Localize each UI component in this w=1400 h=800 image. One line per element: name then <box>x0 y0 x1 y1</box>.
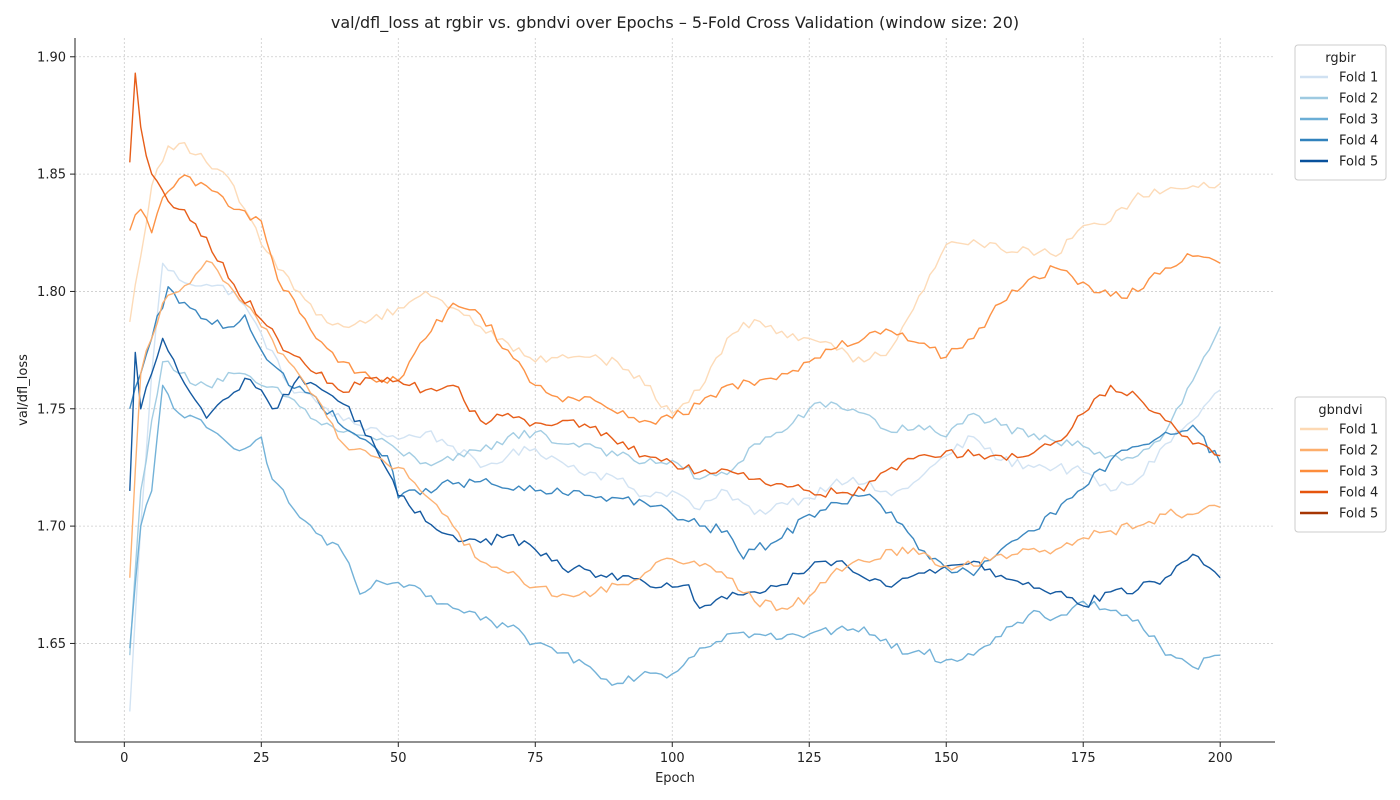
legend-label: Fold 3 <box>1339 465 1378 480</box>
x-axis-label: Epoch <box>655 771 695 786</box>
x-tick-label: 150 <box>934 751 959 766</box>
legend-label: Fold 5 <box>1339 507 1378 522</box>
legend: rgbir Fold 1 Fold 2 Fold 3 Fold 4 Fold 5 gbndv… <box>1294 44 1387 533</box>
y-axis-label: val/dfl_loss <box>16 354 31 426</box>
x-tick-label: 75 <box>527 751 544 766</box>
legend-label: Fold 2 <box>1339 92 1378 107</box>
x-tick-label: 0 <box>120 751 128 766</box>
legend-title-rgbir: rgbir <box>1325 51 1356 66</box>
x-tick-label: 175 <box>1071 751 1096 766</box>
series-line-rgbir-fold-1 <box>129 262 1221 712</box>
series-line-gbndvi-fold-2 <box>129 260 1221 612</box>
series-line-rgbir-fold-5 <box>129 337 1221 609</box>
series-line-rgbir-fold-3 <box>129 384 1221 686</box>
x-tick-label: 50 <box>390 751 407 766</box>
legend-label: Fold 2 <box>1339 444 1378 459</box>
data-series <box>129 72 1221 712</box>
series-line-gbndvi-fold-1 <box>129 142 1221 415</box>
legend-label: Fold 3 <box>1339 113 1378 128</box>
y-tick-label: 1.85 <box>37 168 66 183</box>
legend-title-gbndvi: gbndvi <box>1318 403 1362 418</box>
legend-label: Fold 1 <box>1339 71 1378 86</box>
legend-label: Fold 5 <box>1339 155 1378 170</box>
x-tick-label: 125 <box>797 751 822 766</box>
y-tick-label: 1.90 <box>37 50 66 65</box>
series-line-rgbir-fold-4 <box>129 286 1221 577</box>
y-tick-label: 1.75 <box>37 402 66 417</box>
legend-box-rgbir <box>1294 44 1387 181</box>
x-tick-label: 200 <box>1208 751 1233 766</box>
x-tick-label: 100 <box>660 751 685 766</box>
legend-box-gbndvi <box>1294 396 1387 533</box>
series-line-gbndvi-fold-3 <box>129 174 1221 425</box>
y-tick-label: 1.65 <box>37 637 66 652</box>
legend-label: Fold 4 <box>1339 134 1378 149</box>
series-line-rgbir-fold-2 <box>129 326 1221 656</box>
y-tick-label: 1.70 <box>37 520 66 535</box>
y-tick-label: 1.80 <box>37 285 66 300</box>
legend-label: Fold 4 <box>1339 486 1378 501</box>
series-line-gbndvi-fold-4 <box>129 72 1221 498</box>
axes <box>70 38 1275 747</box>
legend-label: Fold 1 <box>1339 423 1378 438</box>
grid-lines <box>75 38 1275 742</box>
chart-title: val/dfl_loss at rgbir vs. gbndvi over Ep… <box>331 13 1019 33</box>
x-tick-label: 25 <box>253 751 270 766</box>
tick-labels: 0 25 50 75 100 125 150 175 200 1.65 1.70 1.75 1.80 1.… <box>37 50 1233 766</box>
